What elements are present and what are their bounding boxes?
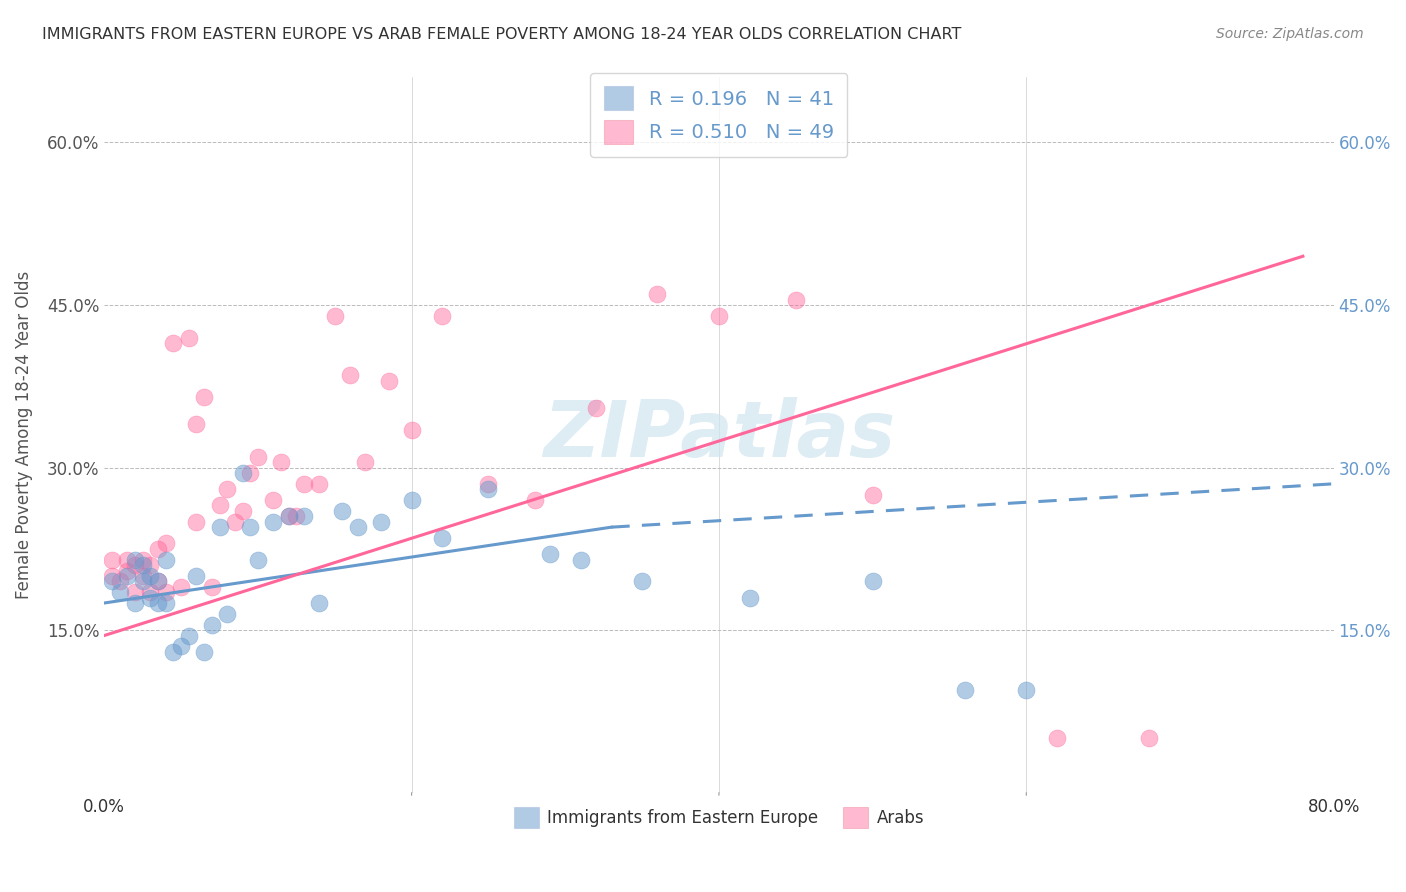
Point (108, 574, 131, 589)
Point (346, 520, 368, 534)
Point (131, 552, 153, 566)
Point (585, 401, 607, 415)
Point (232, 466, 254, 480)
Point (139, 591, 162, 605)
Point (538, 547, 561, 561)
Point (323, 309, 346, 323)
Point (285, 509, 308, 524)
Point (953, 682, 976, 697)
Point (339, 368, 361, 383)
Point (101, 569, 124, 583)
Point (162, 335, 184, 350)
Text: IMMIGRANTS FROM EASTERN EUROPE VS ARAB FEMALE POVERTY AMONG 18-24 YEAR OLDS CORR: IMMIGRANTS FROM EASTERN EUROPE VS ARAB F… (42, 27, 962, 42)
Point (117, 564, 139, 578)
Point (101, 552, 124, 566)
Point (124, 596, 146, 610)
Point (146, 541, 169, 556)
Point (239, 520, 262, 534)
Text: ZIPatlas: ZIPatlas (543, 397, 896, 473)
Point (277, 509, 299, 524)
Point (201, 580, 224, 594)
Point (239, 466, 262, 480)
Point (155, 536, 177, 550)
Point (477, 482, 499, 496)
Point (432, 309, 454, 323)
Point (1015, 682, 1038, 697)
Point (170, 580, 193, 594)
Point (647, 287, 669, 301)
Point (101, 574, 124, 589)
Point (308, 596, 330, 610)
Point (523, 493, 546, 508)
Point (124, 585, 146, 599)
Point (354, 455, 377, 469)
Point (208, 499, 231, 513)
Point (155, 596, 177, 610)
Point (217, 607, 239, 621)
Point (277, 509, 299, 524)
Point (177, 628, 200, 642)
Point (262, 493, 284, 508)
Point (217, 482, 239, 496)
Point (292, 476, 315, 491)
Point (785, 293, 807, 307)
Point (246, 552, 269, 566)
Point (270, 455, 292, 469)
Point (186, 417, 208, 432)
Point (332, 504, 354, 518)
Point (146, 574, 169, 589)
Point (146, 596, 169, 610)
Point (139, 558, 162, 573)
Point (738, 591, 761, 605)
Point (193, 645, 215, 659)
Point (193, 390, 215, 404)
Point (401, 493, 423, 508)
Point (208, 520, 231, 534)
Point (131, 569, 153, 583)
Point (224, 515, 246, 529)
Point (262, 515, 284, 529)
Point (377, 374, 399, 388)
Legend: Immigrants from Eastern Europe, Arabs: Immigrants from Eastern Europe, Arabs (508, 801, 931, 834)
Point (432, 531, 454, 545)
Point (308, 476, 330, 491)
Point (201, 617, 224, 632)
Point (124, 558, 146, 573)
Point (177, 330, 200, 344)
Y-axis label: Female Poverty Among 18-24 Year Olds: Female Poverty Among 18-24 Year Olds (15, 271, 32, 599)
Point (370, 515, 392, 529)
Point (477, 476, 499, 491)
Point (108, 585, 131, 599)
Point (155, 552, 177, 566)
Point (146, 574, 169, 589)
Point (139, 569, 162, 583)
Point (862, 488, 884, 502)
Point (170, 640, 193, 654)
Point (232, 504, 254, 518)
Point (401, 423, 423, 437)
Point (131, 574, 153, 589)
Point (186, 569, 208, 583)
Point (707, 309, 730, 323)
Point (862, 574, 884, 589)
Point (139, 585, 162, 599)
Point (631, 574, 654, 589)
Point (117, 569, 139, 583)
Point (292, 509, 315, 524)
Point (155, 585, 177, 599)
Point (246, 450, 269, 464)
Point (117, 552, 139, 566)
Point (1137, 731, 1160, 746)
Point (569, 552, 592, 566)
Point (186, 515, 208, 529)
Text: Source: ZipAtlas.com: Source: ZipAtlas.com (1216, 27, 1364, 41)
Point (124, 552, 146, 566)
Point (1046, 731, 1069, 746)
Point (131, 558, 153, 573)
Point (162, 645, 184, 659)
